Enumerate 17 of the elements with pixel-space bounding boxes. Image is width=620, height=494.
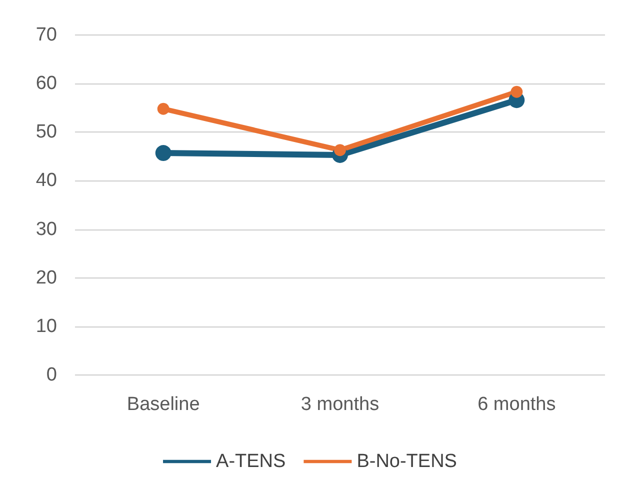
point (510, 86, 523, 98)
y-tick-label: 40 (36, 170, 57, 192)
point (157, 102, 170, 115)
x-tick-label: Baseline (126, 394, 200, 415)
x-tick-label: 3 months (300, 394, 380, 415)
y-tick-label: 50 (36, 122, 57, 143)
y-tick-label: 20 (36, 267, 57, 288)
point (334, 144, 346, 156)
legend-label: B-No-TENS (356, 451, 457, 472)
y-tick-label: 0 (46, 364, 57, 386)
y-tick-label: 60 (36, 73, 57, 94)
y-tick-label: 70 (36, 24, 57, 46)
x-tick-label: 6 months (478, 394, 556, 415)
y-tick-label: 30 (36, 218, 57, 240)
y-tick-label: 10 (36, 316, 57, 337)
legend-label: A-TENS (216, 451, 286, 472)
point (155, 145, 172, 162)
